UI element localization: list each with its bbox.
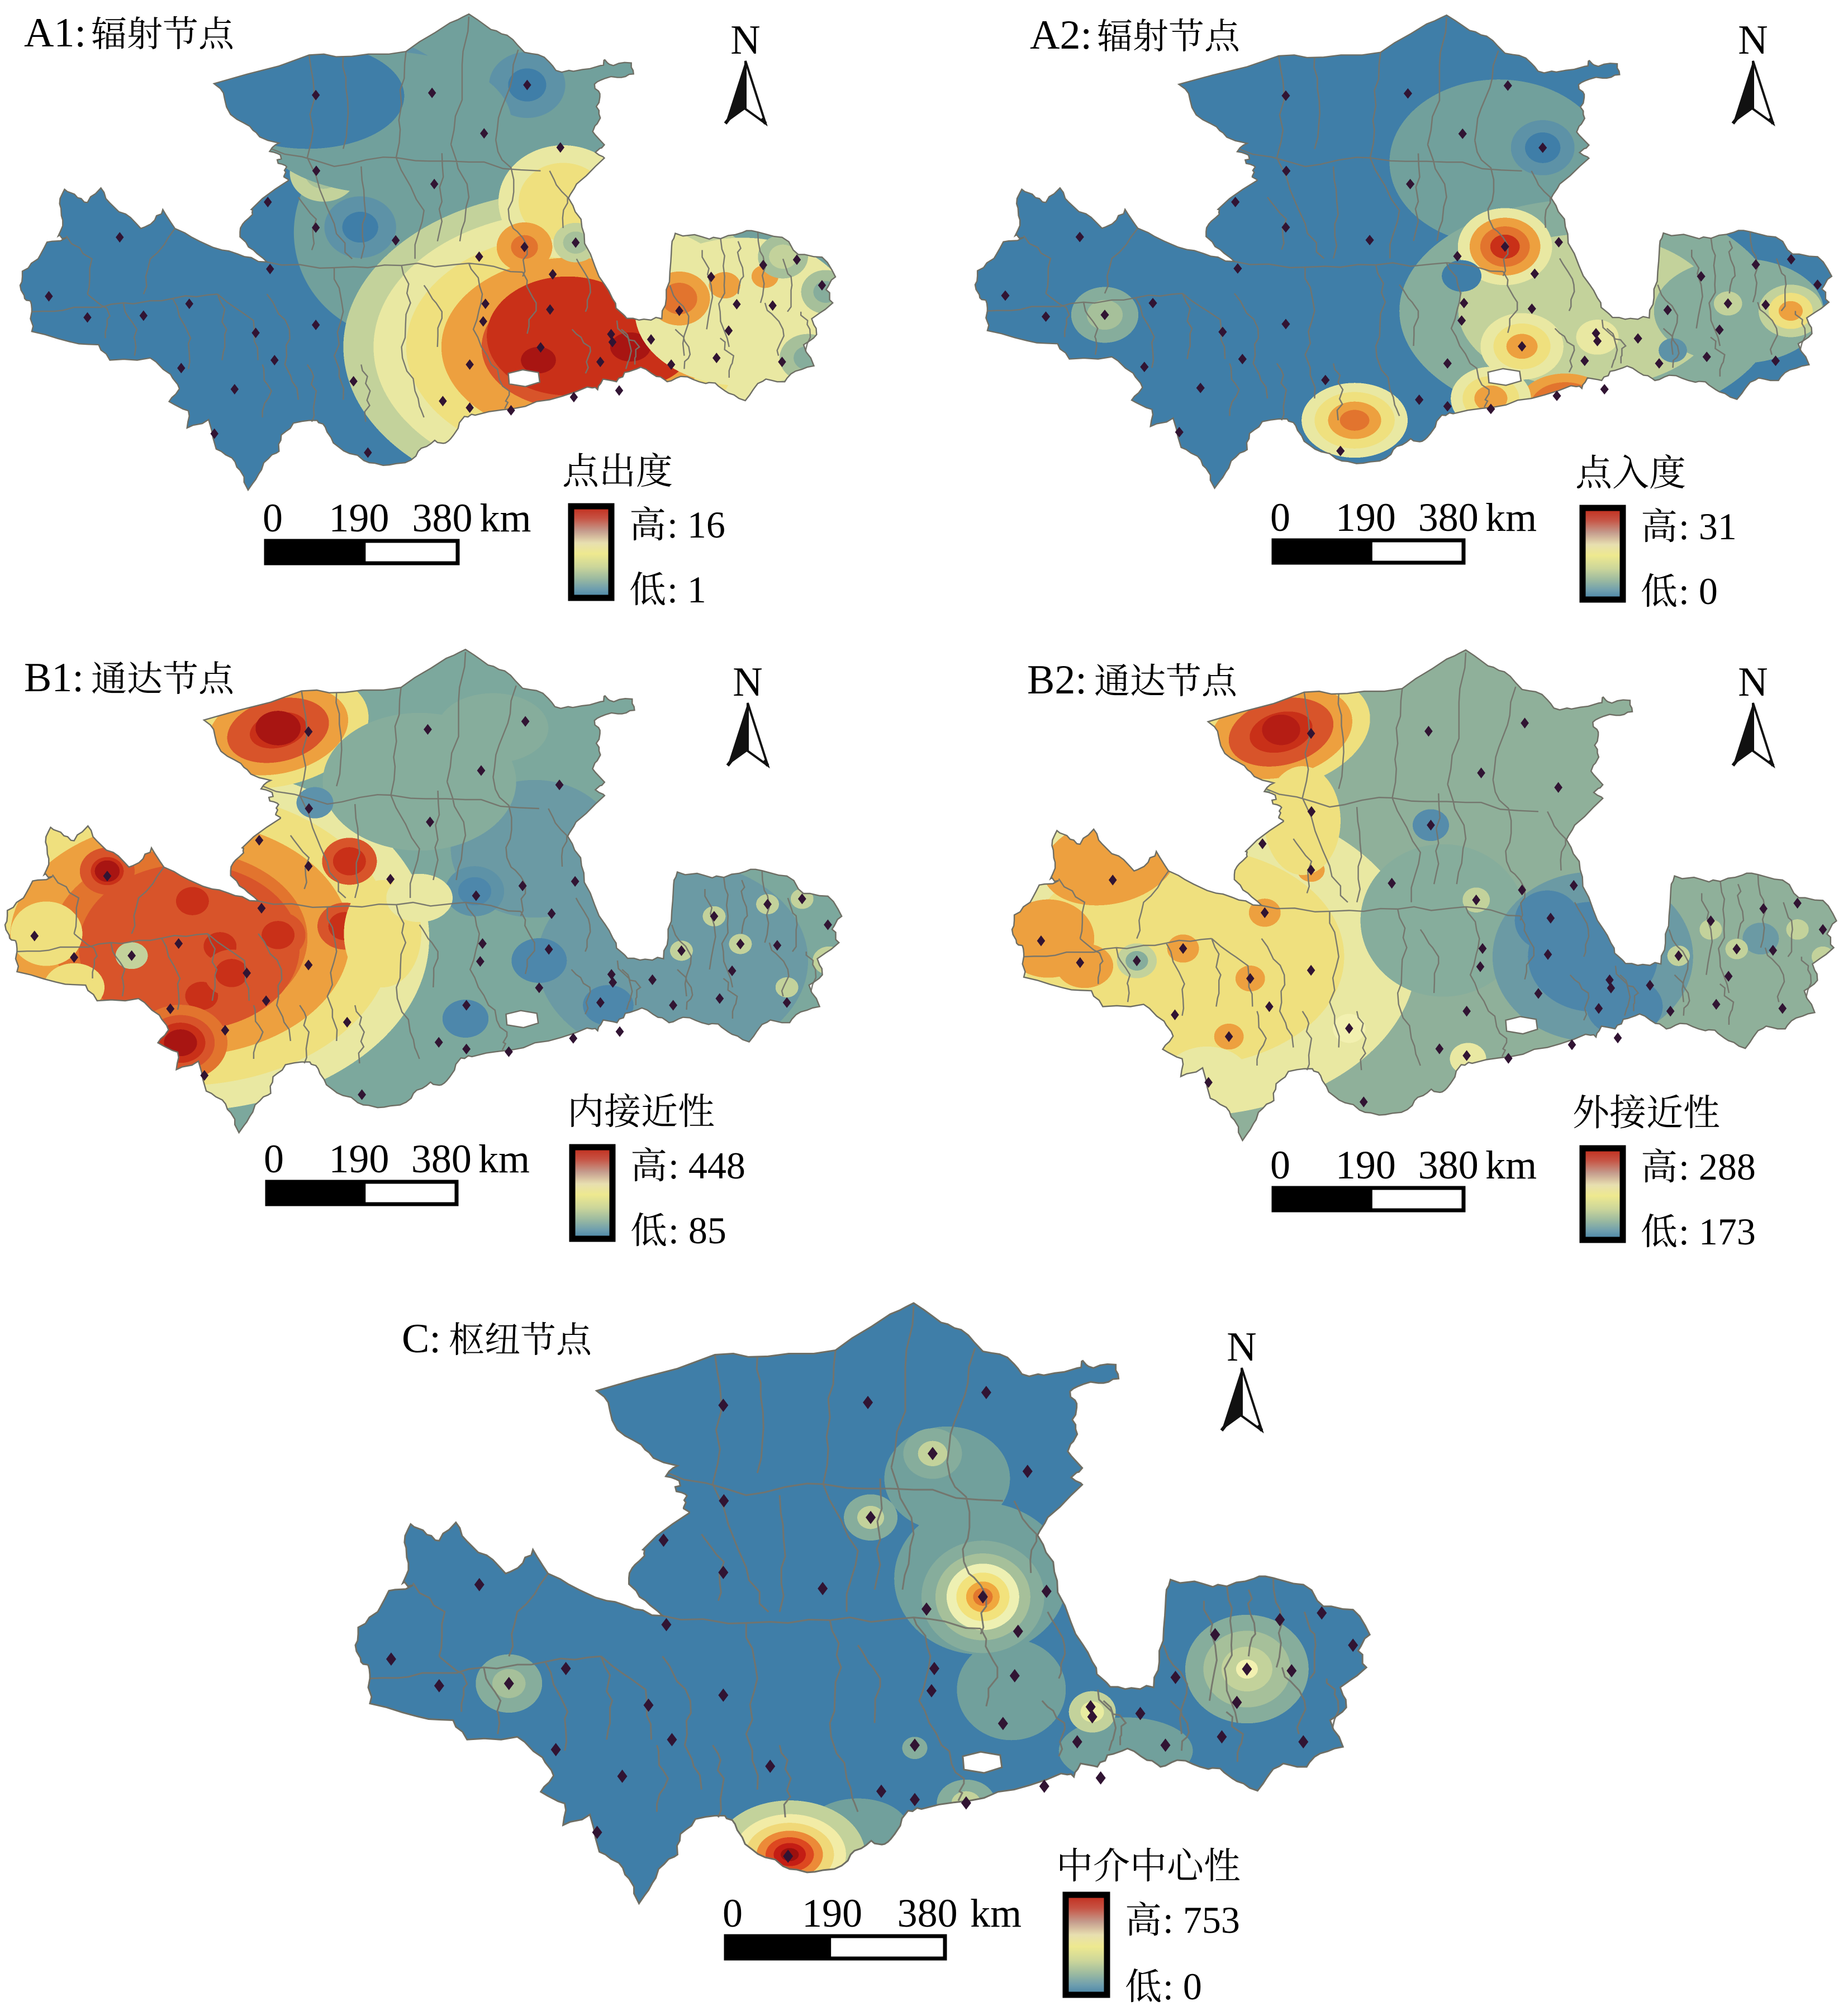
svg-text:380: 380 [412,496,473,540]
svg-text:A2:: A2: [1030,12,1092,58]
svg-text:190: 190 [329,1137,389,1181]
svg-text:: 0: : 0 [1163,1965,1202,2003]
svg-text:: 31: : 31 [1679,505,1737,548]
svg-text:N: N [1227,1324,1256,1370]
svg-text:A1:: A1: [24,10,86,56]
svg-text:: 448: : 448 [668,1144,745,1187]
svg-text:km: km [1485,1143,1537,1187]
svg-text:: 1: : 1 [667,568,706,611]
svg-text:: 0: : 0 [1679,570,1718,612]
svg-text:N: N [730,17,760,63]
svg-text:km: km [478,1137,530,1181]
svg-text:: 173: : 173 [1679,1210,1756,1253]
svg-text:190: 190 [329,496,389,540]
svg-text:380: 380 [897,1891,958,1936]
svg-text:0: 0 [1270,1143,1290,1187]
svg-text:: 85: : 85 [668,1209,726,1252]
svg-text:C:: C: [402,1316,441,1362]
svg-text:km: km [479,496,531,540]
svg-text:B2:: B2: [1027,657,1087,703]
svg-text:0: 0 [1270,495,1290,540]
svg-text:N: N [1738,659,1768,705]
svg-text:: 753: : 753 [1163,1899,1240,1941]
svg-text:190: 190 [802,1891,862,1936]
svg-text:380: 380 [1418,1143,1479,1187]
svg-text:: 288: : 288 [1679,1145,1756,1188]
svg-text:0: 0 [264,1137,284,1181]
svg-text:B1:: B1: [24,655,84,701]
svg-text:km: km [970,1891,1022,1936]
svg-text:: 16: : 16 [667,503,725,546]
svg-text:N: N [733,659,762,705]
svg-text:0: 0 [723,1891,743,1936]
svg-text:380: 380 [1418,495,1479,540]
svg-text:380: 380 [411,1137,472,1181]
svg-text:0: 0 [263,496,283,540]
svg-text:km: km [1485,495,1537,540]
svg-text:190: 190 [1336,495,1396,540]
svg-text:N: N [1738,17,1768,63]
svg-text:190: 190 [1336,1143,1396,1187]
